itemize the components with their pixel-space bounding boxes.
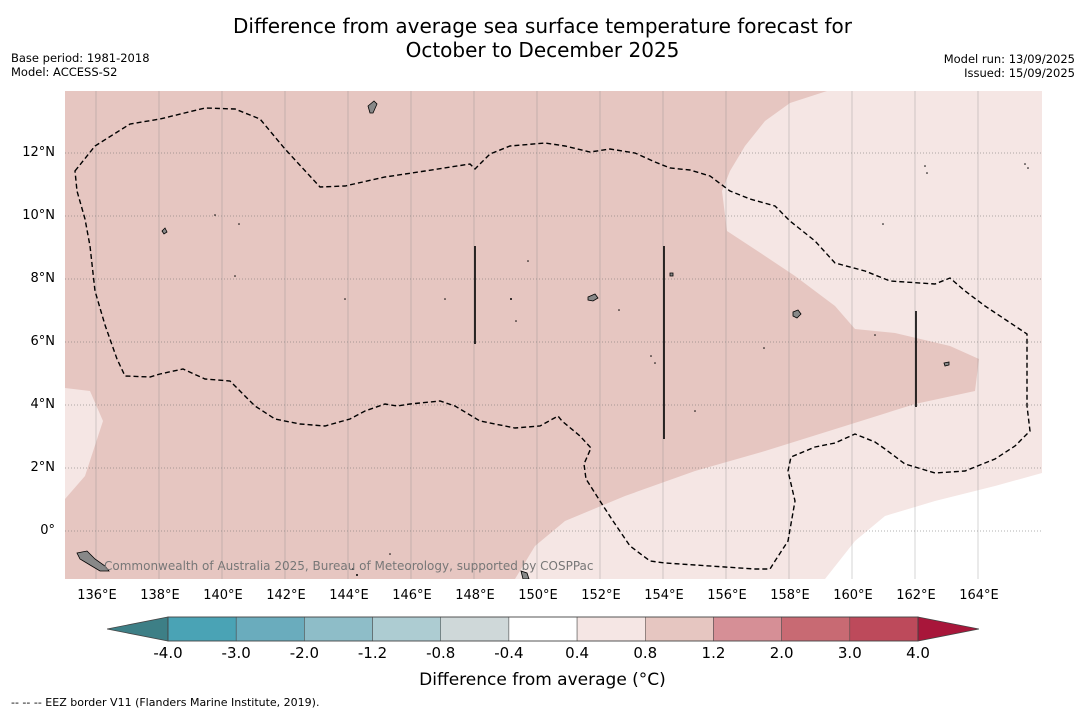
lon-label-158e: 158°E bbox=[770, 588, 810, 603]
lat-label-10n: 10°N bbox=[22, 208, 55, 223]
lon-label-140e: 140°E bbox=[203, 588, 243, 603]
title-line-2: October to December 2025 bbox=[405, 38, 680, 62]
lon-label-148e: 148°E bbox=[455, 588, 495, 603]
longitude-grid bbox=[95, 91, 979, 579]
title-line-1: Difference from average sea surface temp… bbox=[232, 14, 852, 38]
small-islands bbox=[214, 163, 1029, 576]
colorbar-extend-low bbox=[107, 616, 169, 642]
island-3 bbox=[587, 293, 599, 302]
colorbar-swatch bbox=[849, 616, 919, 642]
colorbar-swatch bbox=[576, 616, 646, 642]
lon-label-142e: 142°E bbox=[266, 588, 306, 603]
colorbar-tick-label: -3.0 bbox=[221, 644, 251, 662]
island-6 bbox=[669, 272, 674, 277]
lon-label-162e: 162°E bbox=[896, 588, 936, 603]
lat-label-12n: 12°N bbox=[22, 145, 55, 160]
colorbar-extend-high bbox=[917, 616, 979, 642]
issued-date: Issued: 15/09/2025 bbox=[964, 66, 1075, 80]
lat-label-4n: 4°N bbox=[30, 397, 56, 412]
footnote: -- -- -- EEZ border V11 (Flanders Marine… bbox=[11, 696, 320, 709]
colorbar-outline bbox=[167, 616, 919, 642]
lon-label-136e: 136°E bbox=[77, 588, 117, 603]
colorbar-tick-label: -2.0 bbox=[289, 644, 319, 662]
colorbar-swatches bbox=[107, 616, 979, 642]
colorbar-swatch bbox=[372, 616, 441, 642]
model-name: Model: ACCESS-S2 bbox=[11, 65, 118, 79]
anomaly-region-warm bbox=[65, 91, 979, 579]
colorbar-swatch bbox=[713, 616, 782, 642]
map-area bbox=[65, 91, 1042, 579]
colorbar-title-text: Difference from average (°C) bbox=[419, 670, 666, 690]
colorbar-tick-label: 4.0 bbox=[906, 644, 930, 662]
colorbar-tick-label: 0.8 bbox=[633, 644, 658, 662]
lat-label-6n: 6°N bbox=[30, 334, 56, 349]
lon-label-160e: 160°E bbox=[833, 588, 873, 603]
colorbar-tick-label: 3.0 bbox=[837, 644, 862, 662]
model-run: Model run: 13/09/2025 bbox=[943, 52, 1075, 66]
lon-label-146e: 146°E bbox=[392, 588, 432, 603]
copyright-notice: Commonwealth of Australia 2025, Bureau o… bbox=[104, 559, 594, 573]
colorbar-swatch bbox=[304, 616, 373, 642]
colorbar-swatch bbox=[235, 616, 305, 642]
colorbar-tick-label: -0.4 bbox=[494, 644, 524, 662]
island-2 bbox=[161, 227, 168, 235]
colorbar-tick-label: 2.0 bbox=[769, 644, 794, 662]
colorbar bbox=[107, 616, 979, 642]
meta-left: Base period: 1981-2018 Model: ACCESS-S2 bbox=[11, 51, 150, 79]
map-title: Difference from average sea surface temp… bbox=[0, 14, 1085, 62]
colorbar-swatch bbox=[645, 616, 714, 642]
island-4 bbox=[792, 309, 802, 319]
islands bbox=[76, 100, 950, 579]
lon-label-164e: 164°E bbox=[959, 588, 999, 603]
colorbar-tick-label: -0.8 bbox=[426, 644, 456, 662]
colorbar-tick-label: -4.0 bbox=[153, 644, 183, 662]
island-1 bbox=[367, 100, 378, 114]
anomaly-region-neutral bbox=[825, 473, 1042, 579]
lon-label-144e: 144°E bbox=[329, 588, 369, 603]
lat-label-2n: 2°N bbox=[30, 460, 56, 475]
colorbar-swatch bbox=[781, 616, 851, 642]
colorbar-tick-label: 0.4 bbox=[565, 644, 590, 662]
island-5 bbox=[943, 361, 950, 367]
route-markers bbox=[474, 246, 917, 439]
lon-label-138e: 138°E bbox=[140, 588, 180, 603]
lon-label-150e: 150°E bbox=[518, 588, 558, 603]
lon-label-154e: 154°E bbox=[644, 588, 684, 603]
colorbar-swatch bbox=[508, 616, 578, 642]
colorbar-tick-label: 1.2 bbox=[701, 644, 726, 662]
lat-label-0: 0° bbox=[40, 523, 55, 538]
lon-label-152e: 152°E bbox=[581, 588, 621, 603]
base-period: Base period: 1981-2018 bbox=[11, 51, 150, 65]
lat-label-8n: 8°N bbox=[30, 271, 56, 286]
island-8 bbox=[520, 570, 530, 579]
map-grid bbox=[65, 152, 1042, 532]
colorbar-title: Difference from average (°C) bbox=[0, 670, 1085, 690]
island-7 bbox=[76, 550, 110, 572]
colorbar-swatch bbox=[440, 616, 510, 642]
lon-label-156e: 156°E bbox=[707, 588, 747, 603]
eez-border bbox=[74, 107, 1031, 570]
meta-right: Model run: 13/09/2025 Issued: 15/09/2025 bbox=[944, 52, 1075, 80]
colorbar-tick-label: -1.2 bbox=[357, 644, 388, 662]
colorbar-swatch bbox=[167, 616, 237, 642]
map-svg bbox=[65, 91, 1042, 579]
